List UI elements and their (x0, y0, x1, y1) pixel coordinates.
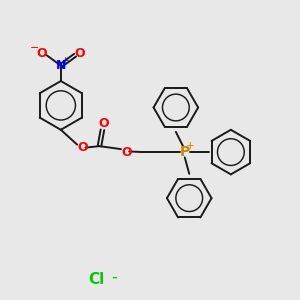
Text: +: + (186, 140, 195, 151)
Text: O: O (78, 141, 88, 154)
Text: O: O (37, 47, 47, 60)
Text: P: P (180, 145, 190, 159)
Text: O: O (74, 47, 85, 60)
Text: +: + (61, 56, 69, 65)
Text: -: - (111, 267, 117, 285)
Text: N: N (56, 59, 66, 72)
Text: O: O (99, 117, 109, 130)
Text: −: − (29, 43, 39, 53)
Text: Cl: Cl (88, 272, 105, 287)
Text: O: O (122, 146, 132, 159)
